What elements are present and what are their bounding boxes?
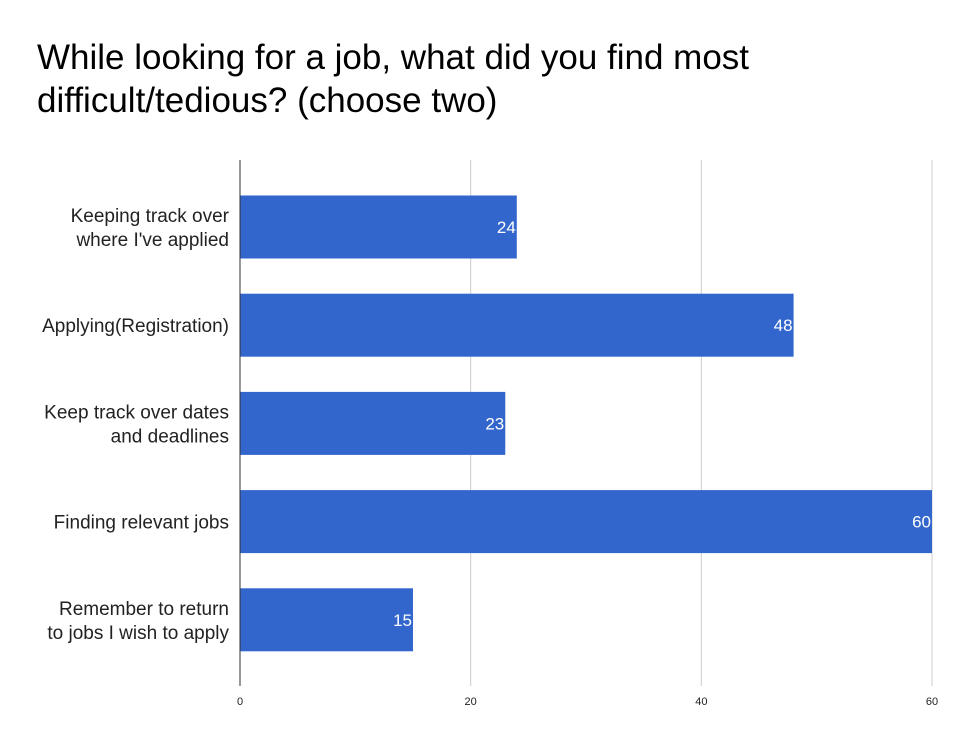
bar-3 [240,490,932,554]
category-label-2-line-1: and deadlines [111,426,229,447]
bar-0 [240,195,517,259]
category-label-1-line-0: Applying(Registration) [42,316,229,337]
x-tick-label-2: 40 [695,696,707,708]
bar-2 [240,391,506,455]
bar-value-label-1: 48 [774,316,793,335]
bar-1 [240,293,794,357]
bar-value-label-4: 15 [393,611,412,630]
chart-title-line-1: While looking for a job, what did you fi… [37,38,750,77]
category-label-0-line-1: where I've applied [75,230,229,251]
bars [240,195,932,652]
category-label-2-line-0: Keep track over dates [44,402,229,423]
x-tick-label-0: 0 [237,696,243,708]
chart-title-line-2: difficult/tedious? (choose two) [37,81,498,120]
category-label-4-line-1: to jobs I wish to apply [47,623,229,644]
category-label-4-line-0: Remember to return [59,599,229,620]
x-tick-label-3: 60 [926,696,938,708]
bar-value-label-2: 23 [485,414,504,433]
category-label-0-line-0: Keeping track over [71,206,230,227]
bar-value-label-0: 24 [497,218,516,237]
bar-value-label-3: 60 [912,513,931,532]
chart-title: While looking for a job, what did you fi… [37,36,937,122]
category-label-4: Remember to return to jobs I wish to appl… [47,599,229,644]
labels: 0 20 40 60 24 Keeping track over where I've ap… [42,206,938,708]
category-label-2: Keep track over dates and deadlines [44,402,229,447]
category-label-3-line-0: Finding relevant jobs [54,513,229,534]
category-label-1: Applying(Registration) [42,316,229,337]
bar-4 [240,588,413,652]
category-label-0: Keeping track over where I've applied [71,206,230,251]
gridlines [470,160,933,686]
category-label-3: Finding relevant jobs [54,513,229,534]
x-tick-label-1: 20 [465,696,477,708]
